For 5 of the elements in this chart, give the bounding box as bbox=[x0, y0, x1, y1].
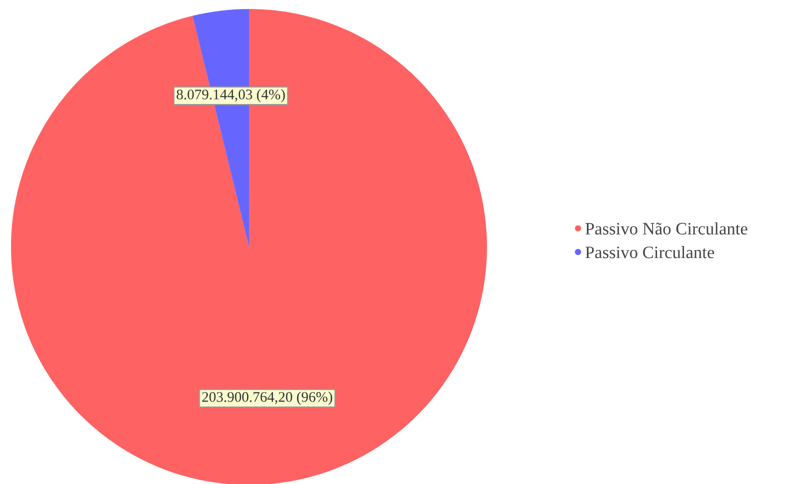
data-label: 8.079.144,03 (4%) bbox=[176, 89, 285, 102]
data-label: 203.900.764,20 (96%) bbox=[202, 392, 332, 405]
legend-label: Passivo Não Circulante bbox=[585, 222, 748, 235]
pie-slice bbox=[11, 9, 487, 484]
legend-label: Passivo Circulante bbox=[585, 246, 714, 258]
